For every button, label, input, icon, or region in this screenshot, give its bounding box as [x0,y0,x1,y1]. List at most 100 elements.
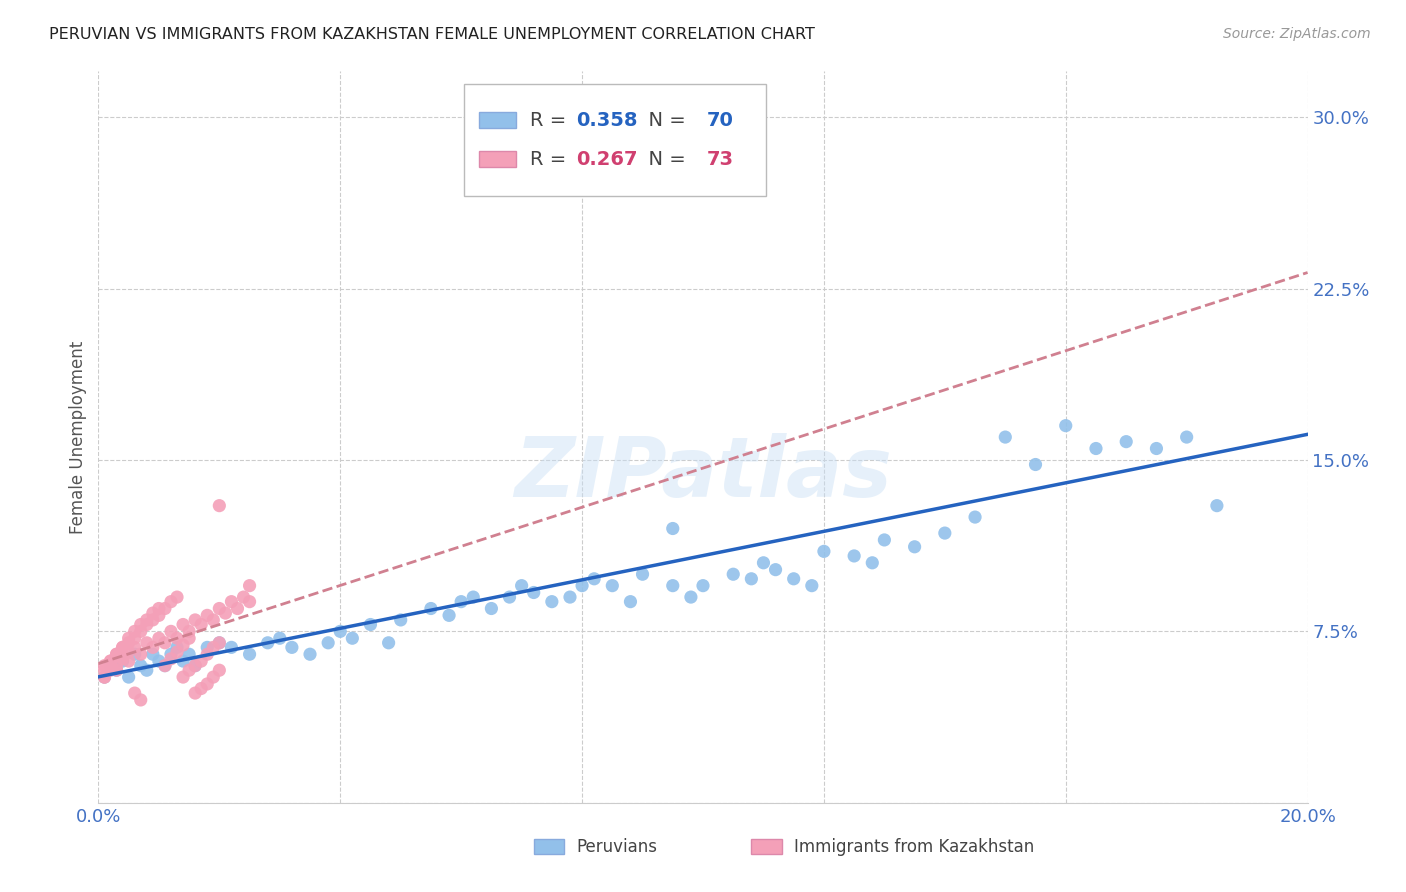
Point [239,647,262,661]
Point [142,640,165,655]
Point [783,572,806,586]
Point [148,608,170,623]
Point [239,579,262,593]
Point [105,663,128,677]
Point [93,670,115,684]
Point [208,636,231,650]
Point [437,608,460,623]
Point [1144,442,1167,456]
Point [160,595,183,609]
Point [135,636,157,650]
Point [111,654,134,668]
Point [124,686,146,700]
Text: 0.358: 0.358 [576,111,637,130]
Y-axis label: Female Unemployment: Female Unemployment [69,341,87,533]
Point [105,647,128,661]
FancyBboxPatch shape [534,839,564,854]
Point [153,601,176,615]
Point [166,632,188,646]
Point [93,663,115,677]
Point [965,510,987,524]
Point [160,624,183,639]
Point [299,647,322,661]
Point [844,549,866,563]
Point [105,647,128,661]
Point [208,499,231,513]
Point [190,654,212,668]
Point [202,640,225,655]
Point [195,640,218,655]
Point [1206,499,1229,513]
Point [583,572,606,586]
Point [208,636,231,650]
Point [111,652,134,666]
Point [232,590,254,604]
Point [723,567,745,582]
Point [214,606,236,620]
Point [934,526,956,541]
Point [118,636,141,650]
Text: Peruvians: Peruvians [576,838,657,855]
Point [1115,434,1137,449]
Point [100,658,122,673]
Point [389,613,412,627]
Point [202,670,225,684]
Text: ZIPatlas: ZIPatlas [515,434,891,514]
Point [221,640,243,655]
Point [148,601,170,615]
Point [153,658,176,673]
Point [1024,458,1046,472]
Point [111,640,134,655]
Point [740,572,762,586]
Point [342,632,364,646]
Point [160,647,183,661]
Point [100,663,122,677]
Point [619,595,641,609]
Text: PERUVIAN VS IMMIGRANTS FROM KAZAKHSTAN FEMALE UNEMPLOYMENT CORRELATION CHART: PERUVIAN VS IMMIGRANTS FROM KAZAKHSTAN F… [49,27,815,42]
Point [166,590,188,604]
Text: Immigrants from Kazakhstan: Immigrants from Kazakhstan [794,838,1033,855]
Point [481,601,503,615]
Point [142,606,165,620]
Point [179,632,201,646]
Point [904,540,927,554]
Point [129,693,152,707]
Point [100,658,122,673]
Point [226,601,249,615]
Point [377,636,399,650]
Point [179,624,201,639]
Point [153,658,176,673]
Point [105,658,128,673]
Point [239,595,262,609]
Point [124,647,146,661]
Point [631,567,654,582]
Point [172,654,194,668]
FancyBboxPatch shape [479,151,516,167]
Point [994,430,1017,444]
FancyBboxPatch shape [479,112,516,128]
Point [281,640,304,655]
Point [510,579,533,593]
Point [111,647,134,661]
Point [221,595,243,609]
Point [111,640,134,655]
Point [184,613,207,627]
Point [148,654,170,668]
Point [124,624,146,639]
Point [269,632,291,646]
Point [202,613,225,627]
Point [166,640,188,655]
Point [135,613,157,627]
Point [679,590,702,604]
Point [135,663,157,677]
Point [360,617,382,632]
Point [752,556,775,570]
Point [523,585,546,599]
Point [135,617,157,632]
Point [813,544,835,558]
Point [463,590,485,604]
Point [148,632,170,646]
Point [166,645,188,659]
Text: 0.267: 0.267 [576,150,637,169]
Point [93,658,115,673]
